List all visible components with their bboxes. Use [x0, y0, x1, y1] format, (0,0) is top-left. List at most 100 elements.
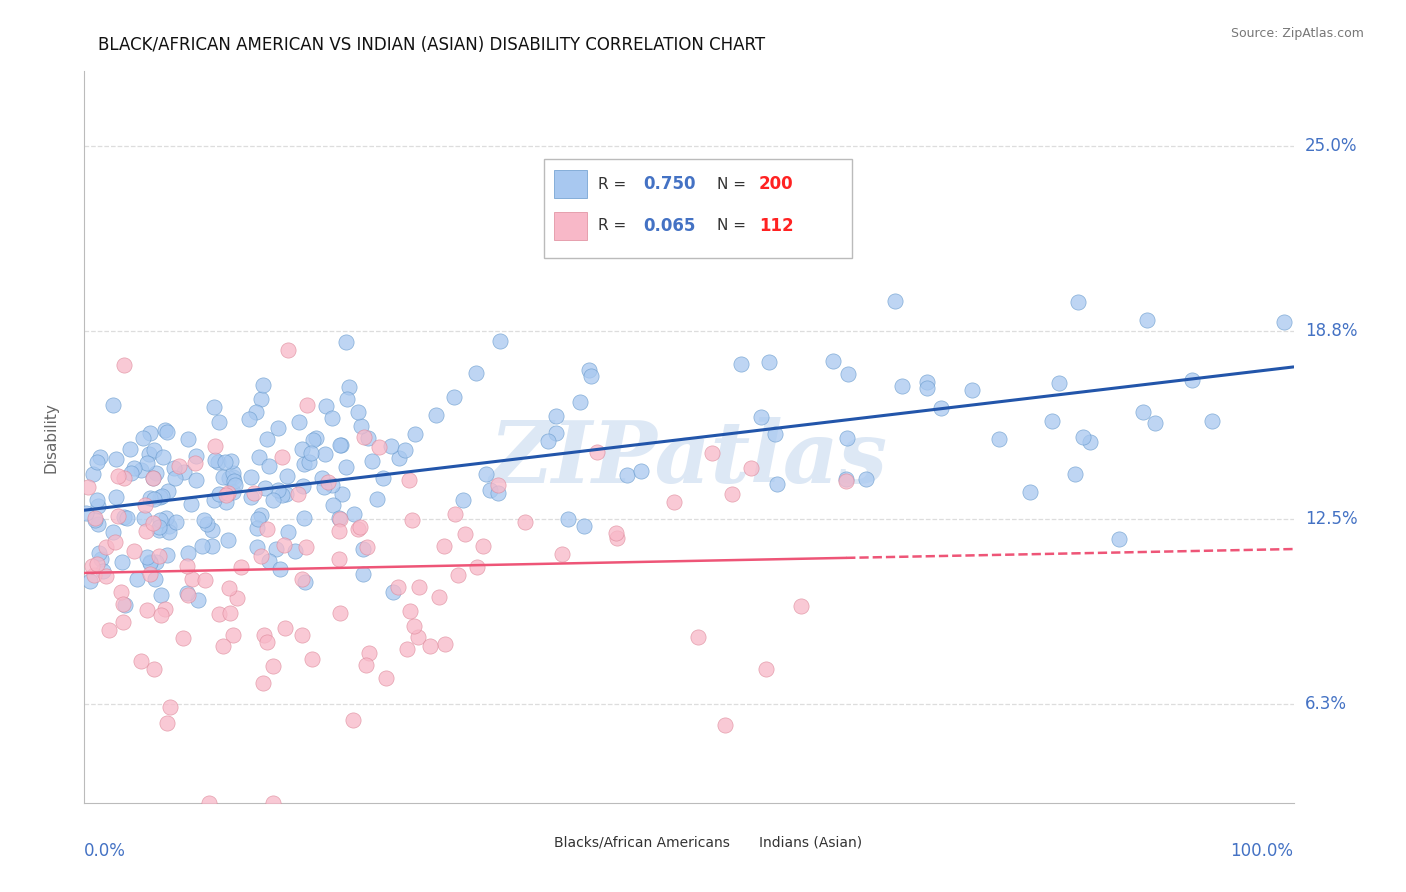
- Point: [1132, 404, 1154, 418]
- Point: [224, 478, 246, 492]
- Point: [212, 639, 235, 653]
- Point: [252, 676, 274, 690]
- Point: [231, 559, 253, 574]
- Point: [352, 567, 374, 582]
- Text: Blacks/African Americans: Blacks/African Americans: [554, 835, 730, 849]
- Point: [546, 409, 568, 423]
- Point: [238, 412, 260, 426]
- Point: [219, 606, 242, 620]
- Point: [177, 432, 200, 446]
- Point: [486, 478, 509, 492]
- Point: [156, 716, 179, 731]
- Point: [193, 512, 215, 526]
- Point: [353, 430, 375, 444]
- Point: [120, 467, 142, 481]
- Text: 18.8%: 18.8%: [1305, 322, 1357, 340]
- Point: [243, 486, 266, 500]
- Point: [328, 511, 350, 525]
- Point: [200, 523, 222, 537]
- Point: [201, 539, 224, 553]
- Point: [271, 450, 294, 464]
- Point: [134, 498, 156, 512]
- Point: [472, 539, 495, 553]
- Point: [240, 469, 263, 483]
- Point: [157, 518, 180, 533]
- Point: [855, 472, 877, 486]
- Point: [148, 523, 170, 537]
- Point: [129, 654, 152, 668]
- Point: [122, 460, 145, 475]
- Point: [443, 507, 465, 521]
- Point: [149, 490, 172, 504]
- Text: 12.5%: 12.5%: [1305, 510, 1357, 528]
- Point: [226, 591, 249, 605]
- Point: [138, 426, 160, 441]
- Point: [1040, 413, 1063, 427]
- Point: [465, 560, 488, 574]
- Point: [145, 555, 167, 569]
- Point: [149, 607, 172, 622]
- Point: [321, 478, 343, 492]
- Point: [284, 544, 307, 558]
- Point: [929, 401, 952, 416]
- Point: [1047, 376, 1070, 390]
- Point: [195, 517, 218, 532]
- Point: [544, 425, 567, 440]
- Point: [1019, 484, 1042, 499]
- Point: [294, 541, 316, 555]
- Point: [90, 551, 112, 566]
- Point: [277, 343, 299, 357]
- Point: [142, 470, 165, 484]
- Point: [1272, 315, 1295, 329]
- Text: ZIPatlas: ZIPatlas: [489, 417, 889, 500]
- Point: [156, 425, 179, 439]
- Point: [148, 549, 170, 563]
- Point: [276, 469, 298, 483]
- Point: [87, 516, 110, 531]
- Point: [84, 513, 107, 527]
- Point: [488, 334, 510, 348]
- Point: [208, 415, 231, 429]
- Point: [475, 467, 498, 482]
- Point: [222, 485, 245, 500]
- Point: [720, 487, 742, 501]
- Point: [401, 513, 423, 527]
- Point: [96, 568, 118, 582]
- Point: [292, 457, 315, 471]
- Point: [212, 469, 235, 483]
- Point: [322, 498, 344, 512]
- Point: [257, 459, 280, 474]
- Point: [451, 492, 474, 507]
- Point: [287, 487, 309, 501]
- Point: [1066, 295, 1088, 310]
- Point: [406, 631, 429, 645]
- Point: [884, 293, 907, 308]
- Point: [249, 508, 271, 522]
- Point: [177, 589, 200, 603]
- Point: [86, 500, 108, 514]
- Point: [354, 658, 377, 673]
- Point: [569, 394, 592, 409]
- Point: [478, 483, 501, 497]
- Point: [139, 567, 162, 582]
- Point: [135, 524, 157, 539]
- Point: [301, 433, 323, 447]
- Text: 0.065: 0.065: [643, 217, 696, 235]
- Point: [139, 555, 162, 569]
- Point: [419, 639, 441, 653]
- Point: [173, 465, 195, 479]
- Point: [751, 410, 773, 425]
- Text: BLACK/AFRICAN AMERICAN VS INDIAN (ASIAN) DISABILITY CORRELATION CHART: BLACK/AFRICAN AMERICAN VS INDIAN (ASIAN)…: [98, 36, 765, 54]
- Point: [155, 510, 177, 524]
- Point: [139, 491, 162, 505]
- Point: [297, 398, 319, 412]
- Point: [1078, 435, 1101, 450]
- Point: [87, 546, 110, 560]
- Point: [145, 466, 167, 480]
- Point: [93, 564, 115, 578]
- Point: [122, 544, 145, 558]
- Point: [835, 431, 858, 445]
- FancyBboxPatch shape: [544, 159, 852, 258]
- Point: [262, 796, 284, 810]
- Point: [606, 531, 628, 545]
